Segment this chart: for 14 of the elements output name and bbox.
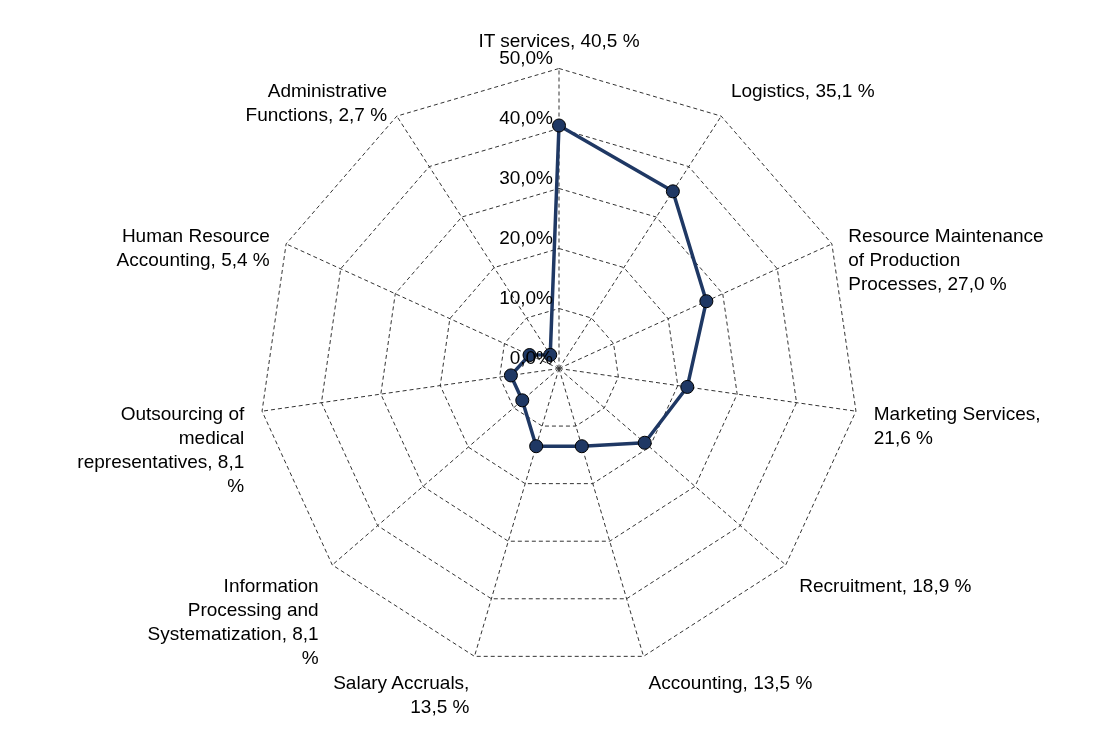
y-tick-label: 0,0%	[509, 346, 554, 368]
spoke-label: Outsourcing of medical representatives, 8,1 %	[77, 402, 245, 496]
spoke-label: Accounting, 13,5 %	[648, 671, 813, 693]
spoke-label: Administrative Functions, 2,7 %	[245, 79, 388, 125]
y-tick-label: 40,0%	[499, 106, 554, 128]
spoke-label: Human Resource Accounting, 5,4 %	[116, 225, 270, 271]
y-tick-label: 30,0%	[499, 166, 554, 188]
spoke-label: Logistics, 35,1 %	[730, 79, 875, 101]
spoke-label: Resource Maintenance of Production Processes, 27,0 %	[848, 225, 1044, 295]
spoke-label: Information Processing and Systematization, 8,1 %	[147, 574, 319, 668]
y-tick-label: 20,0%	[499, 226, 554, 248]
spoke-label: Recruitment, 18,9 %	[799, 574, 972, 596]
spoke-label: Marketing Services, 21,6 %	[873, 402, 1041, 448]
spoke-label: Salary Accruals, 13,5 %	[333, 671, 470, 717]
